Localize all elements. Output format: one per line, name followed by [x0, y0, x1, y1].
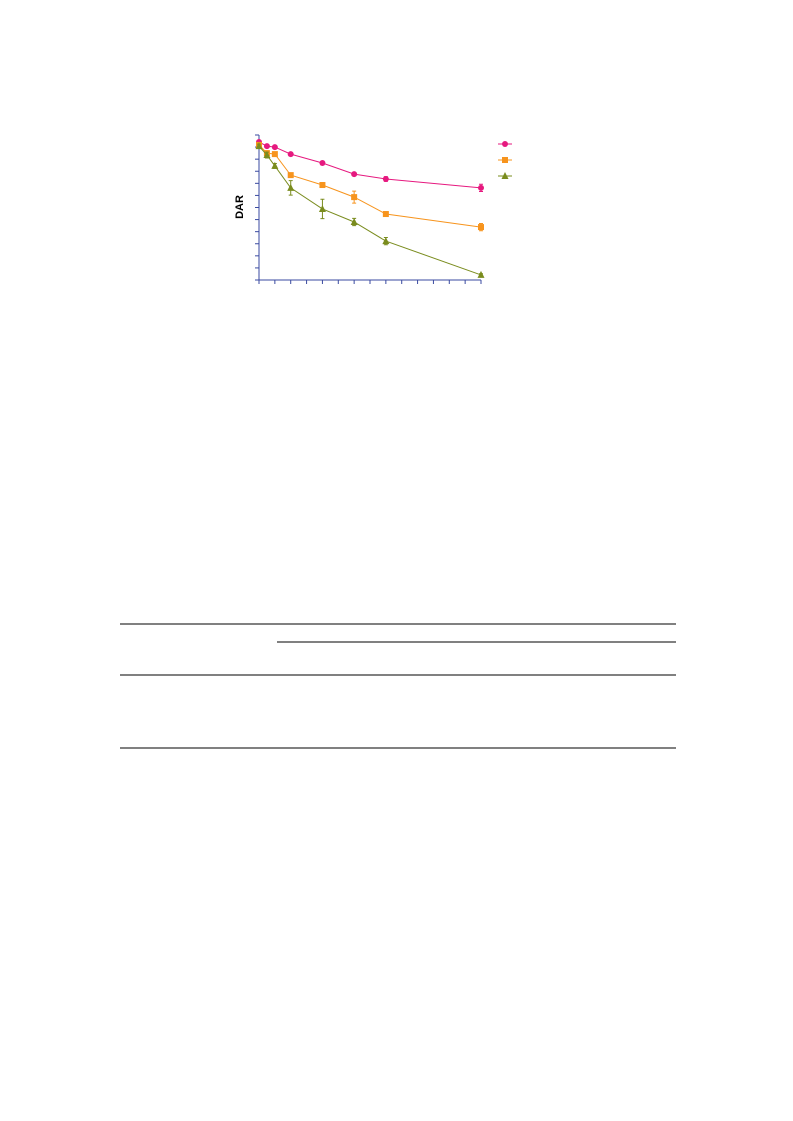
data-point — [382, 211, 389, 218]
data-point — [319, 160, 326, 167]
data-point — [271, 144, 278, 151]
series-line — [258, 145, 482, 276]
legend-marker — [502, 157, 508, 163]
data-point — [287, 183, 295, 191]
data-point — [382, 175, 389, 182]
data-point — [478, 184, 484, 191]
data-point — [477, 270, 485, 278]
data-point — [351, 194, 358, 201]
data-point — [263, 143, 270, 150]
data-point — [319, 182, 326, 189]
data-point — [255, 142, 263, 150]
data-point — [351, 171, 358, 178]
legend-marker — [502, 141, 508, 147]
data-point — [287, 151, 294, 158]
series-line — [258, 144, 482, 228]
data-point — [271, 161, 279, 169]
data-point — [478, 224, 484, 231]
y-axis-label: DAR — [234, 195, 246, 219]
data-point — [350, 218, 358, 225]
data-point — [263, 151, 271, 159]
data-point — [318, 204, 326, 212]
legend-marker — [501, 172, 509, 179]
data-point — [287, 172, 294, 179]
data-point — [382, 237, 390, 245]
data-point — [271, 151, 278, 158]
